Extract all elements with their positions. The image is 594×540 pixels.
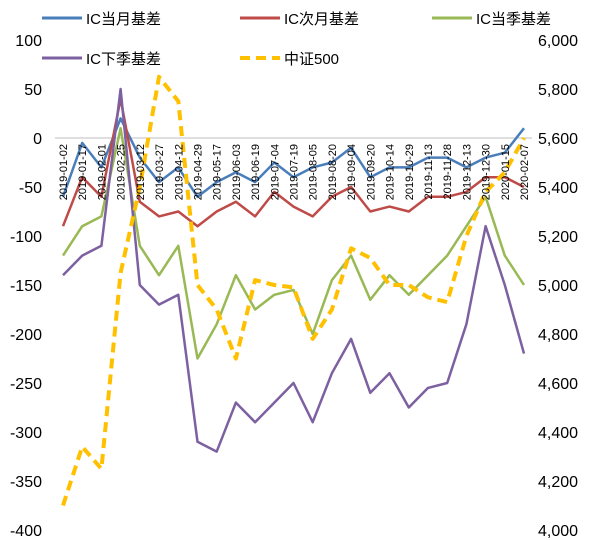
left-axis-tick-label: -100 (10, 229, 42, 246)
right-axis-tick-label: 4,400 (538, 425, 578, 442)
right-axis-tick-label: 5,400 (538, 180, 578, 197)
left-axis-tick-label: 50 (24, 82, 42, 99)
series-line-2 (61, 97, 525, 228)
legend-label-5: 中证500 (284, 51, 339, 68)
x-axis-tick-label: 2019-11-13 (423, 144, 435, 199)
x-axis-tick-label: 2019-10-14 (385, 144, 397, 200)
x-axis-tick-label: 2019-05-17 (212, 144, 224, 200)
x-axis-tick-label: 2019-08-20 (327, 144, 339, 200)
legend-label-1: IC当月基差 (86, 11, 161, 28)
left-axis-tick-label: -250 (10, 376, 42, 393)
x-axis-tick-label: 2019-11-28 (442, 144, 454, 199)
right-axis-tick-label: 5,200 (538, 229, 578, 246)
left-axis-tick-label: -400 (10, 523, 42, 540)
x-axis-tick-label: 2019-12-30 (481, 144, 493, 200)
left-axis-tick-label: -150 (10, 278, 42, 295)
left-axis-tick-label: 0 (33, 131, 42, 148)
x-axis-tick-label: 2020-02-07 (519, 144, 531, 200)
legend-label-4: IC下季基差 (86, 51, 161, 68)
x-axis-tick-label: 2019-03-12 (135, 144, 147, 200)
left-axis-tick-label: -300 (10, 425, 42, 442)
x-axis-tick-label: 2019-08-05 (308, 144, 320, 200)
series-line-1 (61, 117, 525, 199)
x-axis-tick-label: 2019-01-02 (58, 144, 70, 200)
series-line-3 (61, 126, 526, 360)
x-axis-tick-label: 2019-06-03 (231, 144, 243, 200)
x-axis-tick-label: 2019-04-12 (173, 144, 185, 200)
x-axis-tick-label: 2019-02-25 (116, 144, 128, 200)
x-axis-tick-label: 2019-09-04 (346, 144, 358, 200)
x-axis-tick-label: 2019-12-13 (461, 144, 473, 200)
x-axis-tick-label: 2019-07-19 (289, 144, 301, 200)
legend-label-2: IC次月基差 (284, 11, 359, 28)
series-line-5 (61, 74, 526, 507)
right-axis-tick-label: 4,200 (538, 474, 578, 491)
left-axis-tick-label: -350 (10, 474, 42, 491)
x-axis-tick-label: 2019-10-29 (404, 144, 416, 200)
left-axis-tick-label: -50 (19, 180, 42, 197)
x-axis-tick-label: 2019-07-04 (269, 144, 281, 200)
right-axis-tick-label: 4,600 (538, 376, 578, 393)
x-axis-tick-label: 2019-03-27 (154, 144, 166, 200)
legend-label-3: IC当季基差 (476, 11, 551, 28)
right-axis-tick-label: 4,000 (538, 523, 578, 540)
x-axis-tick-label: 2019-06-19 (250, 144, 262, 200)
right-axis-tick-label: 4,800 (538, 327, 578, 344)
left-axis-tick-label: -200 (10, 327, 42, 344)
right-axis-tick-label: 5,800 (538, 82, 578, 99)
x-axis-tick-label: 2019-09-20 (365, 144, 377, 200)
x-axis-tick-label: 2019-01-17 (77, 144, 89, 200)
right-axis-tick-label: 5,000 (538, 278, 578, 295)
left-axis-tick-label: 100 (15, 33, 42, 50)
x-axis-tick-label: 2019-04-29 (192, 144, 204, 200)
right-axis-tick-label: 6,000 (538, 33, 578, 50)
x-axis-tick-label: 2020-01-15 (500, 144, 512, 200)
series-line-4 (62, 87, 526, 453)
right-axis-tick-label: 5,600 (538, 131, 578, 148)
x-axis-tick-label: 2019-02-01 (96, 144, 108, 200)
